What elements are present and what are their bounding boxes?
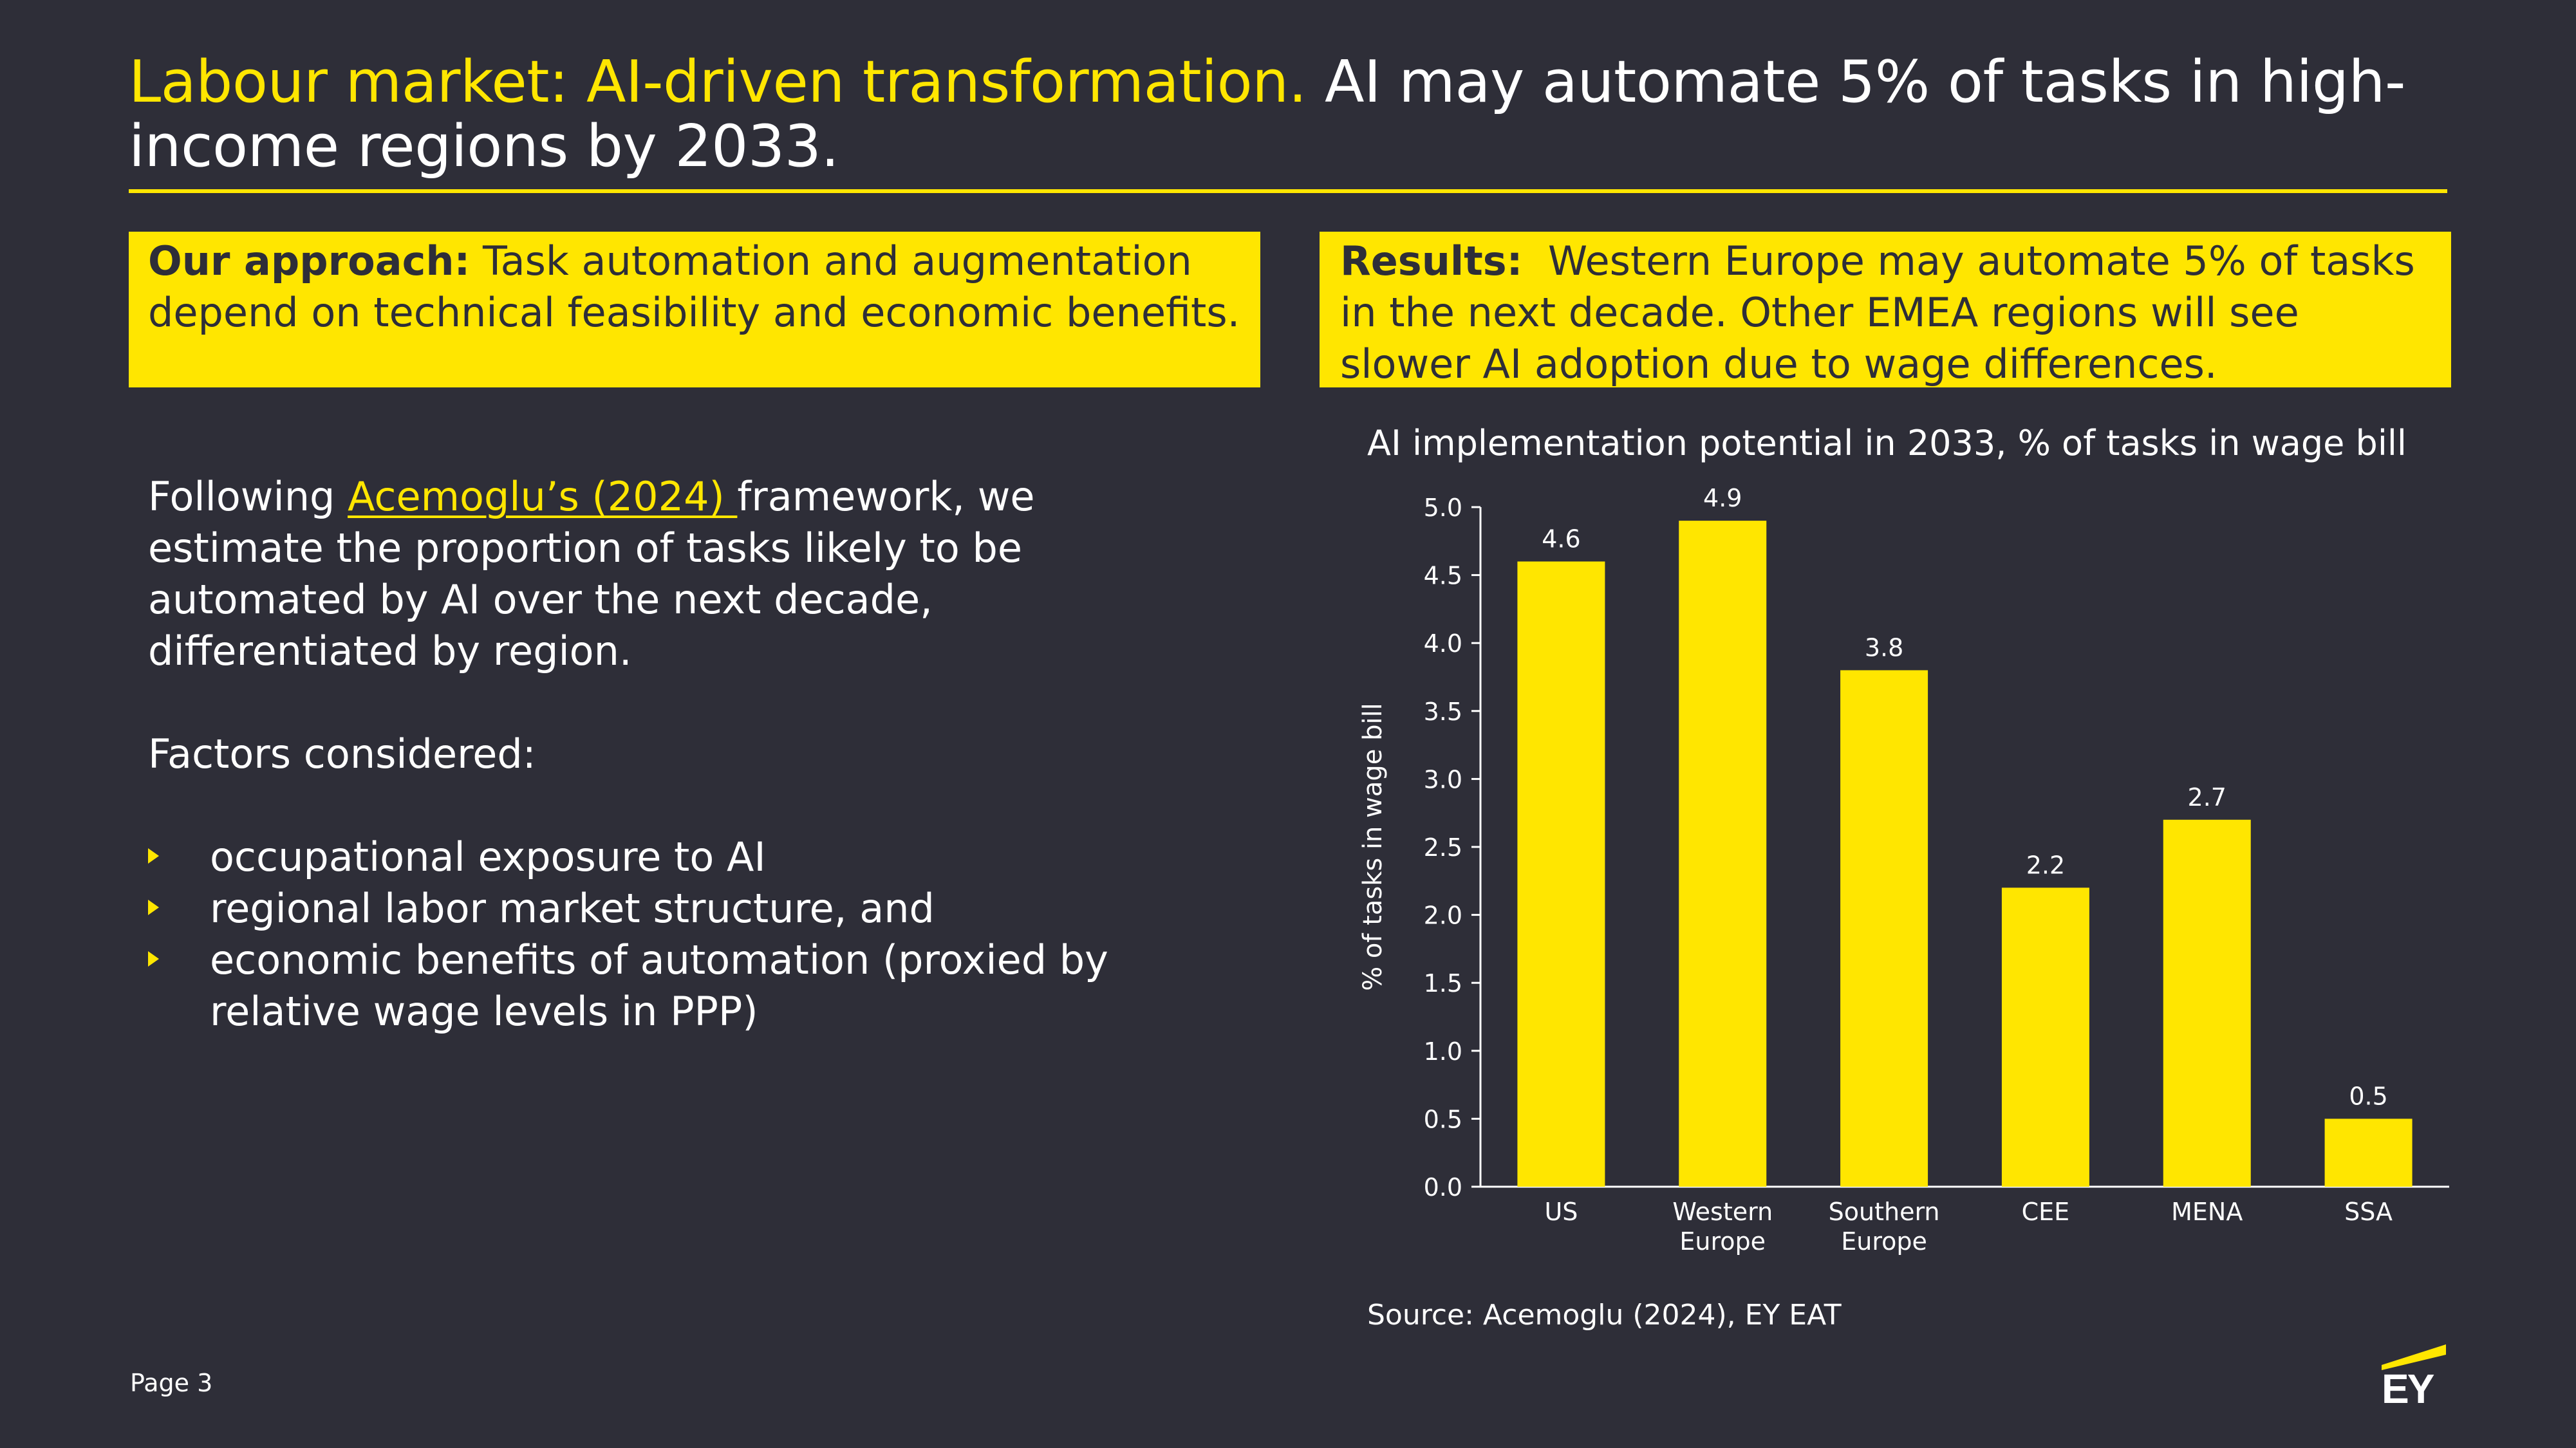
title-highlight: Labour market: AI-driven transformation. [129,48,1307,116]
acemoglu-link[interactable]: Acemoglu’s (2024) [348,473,738,520]
x-tick-label: Western [1672,1198,1773,1226]
x-tick-label: SSA [2344,1198,2393,1226]
data-label: 2.2 [2026,851,2065,879]
logo-text: EY [2382,1366,2434,1412]
page-number: Page 3 [130,1369,213,1397]
x-tick-label: US [1544,1198,1578,1226]
y-tick-label: 4.0 [1424,629,1462,658]
approach-box: Our approach: Task automation and augmen… [129,232,1260,387]
y-tick-label: 4.5 [1424,562,1462,590]
chart-source: Source: Acemoglu (2024), EY EAT [1367,1299,1842,1332]
bar [1517,561,1605,1187]
data-label: 2.7 [2188,783,2226,812]
title-divider [129,189,2447,193]
list-item: occupational exposure to AI [148,831,1178,883]
x-tick-label: CEE [2022,1198,2070,1226]
bar-chart: 0.0 0.5 1.0 1.5 2.0 2.5 3.0 3.5 4.0 4.5 5.0 % of ta… [1358,484,2449,1256]
data-label: 3.8 [1865,633,1903,662]
x-tick-label: MENA [2171,1198,2243,1226]
y-tick-label: 0.5 [1424,1105,1462,1133]
title-rest: AI may automate 5% of tasks in high-inco… [129,48,2406,180]
approach-text: Task automation and augmentation depend … [148,237,1240,336]
chart-title: AI implementation potential in 2033, % o… [1367,423,2407,463]
data-label: 4.6 [1542,524,1580,553]
bullet-arrow-icon [148,848,159,864]
y-tick-label: 1.5 [1424,969,1462,998]
bullet-arrow-icon [148,900,159,915]
intro-after: framework, we estimate the proportion of… [148,473,1035,674]
y-tick-label: 0.0 [1424,1173,1462,1202]
logo-beam-icon [2382,1344,2446,1370]
intro-before: Following [148,473,348,520]
bullet-text: economic benefits of automation (proxied… [210,936,1108,1035]
y-axis-title: % of tasks in wage bill [1358,703,1388,991]
y-tick-label: 1.0 [1424,1037,1462,1066]
x-tick-label: Southern [1829,1198,1940,1226]
results-text: Western Europe may automate 5% of tasks … [1340,237,2428,387]
data-label: 0.5 [2349,1082,2387,1110]
y-tick-label: 5.0 [1424,494,1462,522]
bullet-arrow-icon [148,951,159,967]
x-tick-label: Europe [1841,1227,1927,1256]
list-item: regional labor market structure, and [148,883,1178,934]
bar [1679,521,1767,1187]
bar [2163,819,2251,1187]
results-lead: Results: [1340,237,1523,284]
results-box: Results: Western Europe may automate 5% … [1320,232,2451,387]
bullet-text: regional labor market structure, and [210,885,935,932]
factors-heading: Factors considered: [148,730,536,777]
factors-list: occupational exposure to AI regional lab… [148,831,1178,1037]
y-tick-label: 3.5 [1424,698,1462,726]
x-tick-label: Europe [1679,1227,1766,1256]
bar [2001,887,2089,1187]
ey-logo: EY [2379,1342,2450,1413]
data-label: 4.9 [1703,484,1742,512]
approach-lead: Our approach: [148,237,471,284]
y-tick-label: 3.0 [1424,765,1462,794]
intro-paragraph: Following Acemoglu’s (2024) framework, w… [148,471,1178,677]
y-tick-label: 2.5 [1424,833,1462,862]
y-tick-label: 2.0 [1424,902,1462,930]
bullet-text: occupational exposure to AI [210,833,766,880]
bar [1840,670,1928,1187]
methodology-text: Following Acemoglu’s (2024) framework, w… [148,471,1178,1037]
bar [2324,1118,2413,1187]
page-title: Labour market: AI-driven transformation.… [129,50,2420,179]
list-item: economic benefits of automation (proxied… [148,934,1178,1037]
